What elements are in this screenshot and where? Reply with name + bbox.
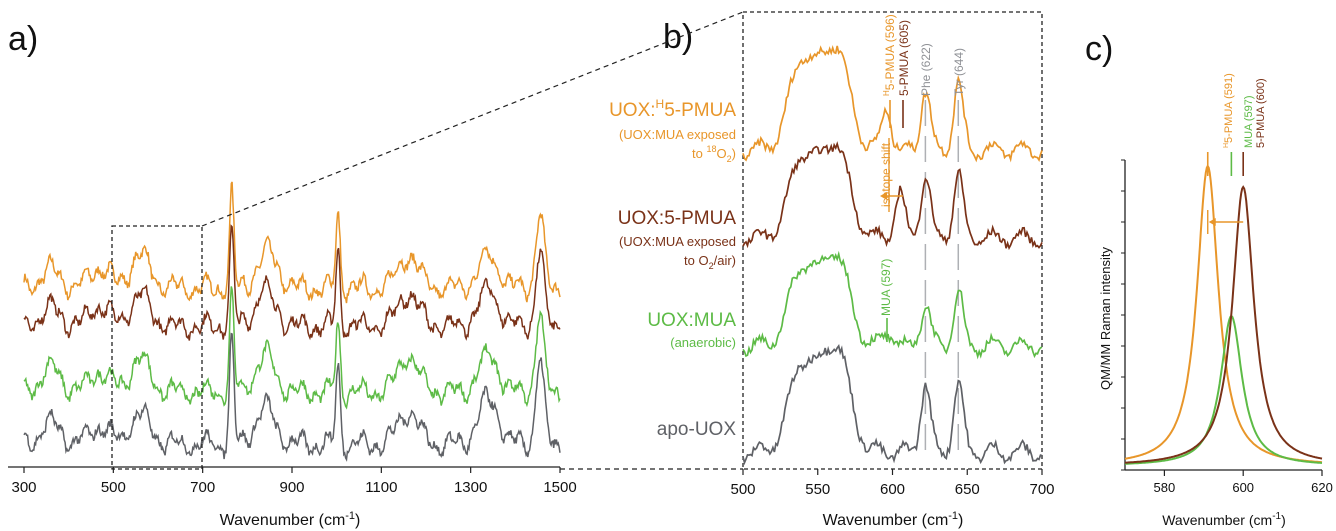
sample-label-mua: UOX:MUA (anaerobic)	[647, 310, 736, 350]
label-h5pmua-sub2: to 18O2)	[692, 144, 736, 164]
panel-a-x-tick-label: 500	[101, 479, 126, 496]
panel-a-letter: a)	[8, 20, 38, 58]
annot-b-mua: MUA (597)	[879, 259, 893, 316]
panel-a-series-line	[23, 332, 561, 462]
panel-b-x-tick-label: 700	[1029, 481, 1054, 498]
panel-a-zoom-box	[111, 225, 203, 470]
panel-c-series-line	[1124, 163, 1323, 464]
annot-b-h5pmua: H5-PMUA (596)	[882, 14, 897, 96]
panel-a-x-tick-label: 700	[190, 479, 215, 496]
panel-c-series	[1124, 163, 1323, 465]
panel-c: 580 600 620 QM/MM Raman intensity Wavenumb…	[1098, 73, 1333, 528]
label-h5pmua-main: UOX:H5-PMUA	[609, 97, 736, 121]
panel-b: 500 550 600 650 700 Wavenumber (cm-1) UOX:H5…	[609, 11, 1055, 529]
label-5pmua-sub1: (UOX:MUA exposed	[619, 234, 736, 249]
panel-a-x-tick-label: 1300	[454, 479, 487, 496]
panel-c-letter: c)	[1085, 30, 1113, 68]
isotope-arrowhead	[880, 192, 887, 200]
panel-b-x-tick-label: 600	[880, 481, 905, 498]
sample-label-5pmua: UOX:5-PMUA (UOX:MUA exposed to O2/air)	[618, 208, 737, 271]
panel-c-x-tick-label: 620	[1311, 480, 1333, 495]
annot-b-phe: Phe (622)	[919, 43, 933, 96]
panel-c-x-ticks: 580 600 620	[1154, 470, 1333, 495]
annot-c-mua: MUA (597)	[1243, 95, 1255, 148]
panel-a-x-tick-label: 300	[11, 479, 36, 496]
panel-c-shift-arrowhead	[1208, 218, 1216, 226]
panel-c-x-tick-label: 600	[1232, 480, 1254, 495]
panel-a-x-tick-label: 900	[279, 479, 304, 496]
label-5pmua-sub2: to O2/air)	[684, 253, 736, 271]
panel-a-x-ticks: 300 500 700 900 1100 1300 1500	[11, 467, 577, 496]
panel-b-series	[742, 45, 1043, 466]
panel-b-x-tick-label: 550	[805, 481, 830, 498]
panel-b-reference-lines	[924, 100, 960, 455]
annot-b-tyr: Tyr (644)	[952, 48, 966, 96]
annot-c-5pmua: 5-PMUA (600)	[1255, 78, 1267, 148]
panel-a-series-line	[23, 181, 561, 304]
panel-c-marks	[1206, 152, 1244, 234]
sample-label-h5pmua: UOX:H5-PMUA (UOX:MUA exposed to 18O2)	[609, 97, 736, 164]
panel-c-x-label: Wavenumber (cm-1)	[1162, 511, 1286, 528]
panel-c-series-line	[1124, 185, 1323, 464]
panel-b-series-line	[742, 45, 1043, 163]
panel-a-series	[23, 181, 561, 462]
panel-a-series-line	[23, 224, 561, 341]
panel-c-series-line	[1125, 314, 1323, 465]
panel-c-y-label: QM/MM Raman intensity	[1098, 246, 1113, 390]
panel-a-series-line	[23, 286, 561, 410]
label-mua-sub1: (anaerobic)	[670, 335, 736, 350]
annot-b-5pmua: 5-PMUA (605)	[897, 20, 911, 96]
panel-b-x-tick-label: 500	[730, 481, 755, 498]
panel-a-x-tick-label: 1500	[543, 479, 576, 496]
label-mua-main: UOX:MUA	[647, 310, 736, 331]
panel-b-x-label: Wavenumber (cm-1)	[823, 510, 964, 529]
label-5pmua-main: UOX:5-PMUA	[618, 208, 737, 229]
panel-b-x-tick-label: 650	[955, 481, 980, 498]
panel-b-series-line	[742, 141, 1043, 251]
panel-c-y-ticks	[1121, 159, 1125, 471]
zoom-connector-top	[201, 11, 744, 227]
panel-a: 300 500 700 900 1100 1300 1500 Wavenumber (cm-…	[8, 181, 577, 529]
panel-b-letter: b)	[663, 18, 693, 56]
panel-b-series-line	[742, 250, 1043, 360]
panel-b-x-ticks: 500 550 600 650 700	[730, 469, 1055, 498]
panel-a-x-label: Wavenumber (cm-1)	[220, 510, 361, 529]
panel-c-x-tick-label: 580	[1154, 480, 1176, 495]
panel-b-series-line	[742, 344, 1043, 466]
label-h5pmua-sub1: (UOX:MUA exposed	[619, 127, 736, 142]
annot-c-h5pmua: H5-PMUA (591)	[1223, 73, 1235, 148]
panel-a-x-tick-label: 1100	[365, 479, 397, 496]
label-apo-uox: apo-UOX	[657, 419, 737, 440]
